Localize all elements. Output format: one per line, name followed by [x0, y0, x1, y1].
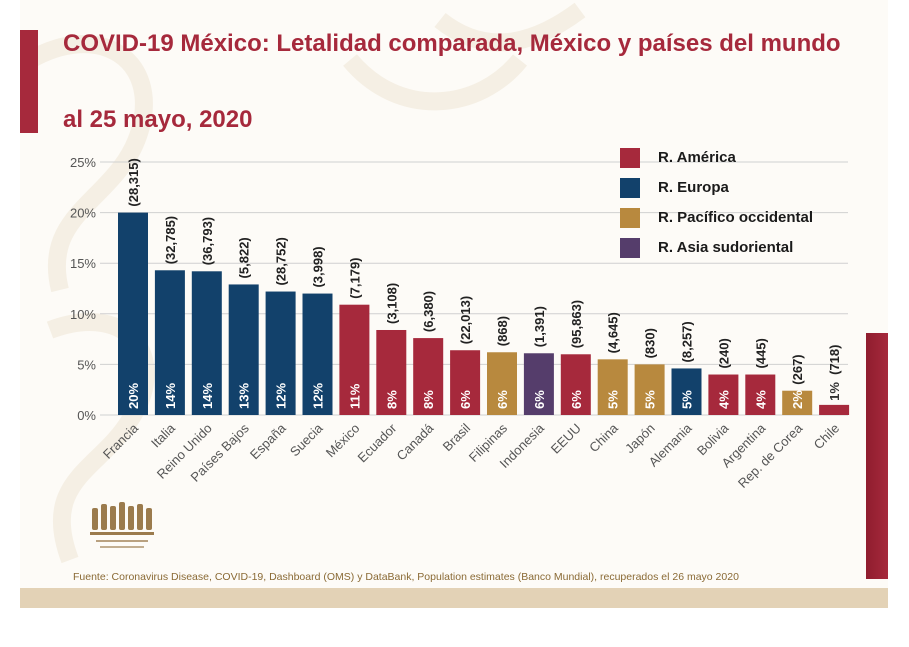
- bar: [376, 329, 407, 415]
- deaths-label: (830): [643, 328, 658, 358]
- deaths-label: (718): [827, 345, 842, 375]
- bar: [154, 270, 185, 415]
- legend-swatch: [620, 148, 640, 168]
- deaths-label: (267): [790, 354, 805, 384]
- data-label: 14%: [163, 383, 178, 409]
- x-tick-label: Rep. de Corea: [735, 420, 806, 491]
- legend-label: R. Asia sudoriental: [658, 239, 794, 256]
- x-tick-label: Francia: [100, 420, 142, 462]
- x-tick-label: Chile: [811, 421, 843, 453]
- bar: [487, 352, 517, 415]
- data-label: 5%: [606, 390, 621, 409]
- bar: [782, 390, 813, 415]
- bar: [302, 293, 333, 415]
- x-tick-label: Canadá: [394, 420, 437, 463]
- data-label: 5%: [680, 390, 695, 409]
- deaths-label: (1,391): [532, 306, 547, 347]
- deaths-label: (4,645): [606, 312, 621, 353]
- bar: [597, 359, 628, 415]
- bar: [819, 404, 850, 415]
- bar: [413, 338, 444, 415]
- bar: [671, 368, 702, 415]
- data-label: 14%: [200, 383, 215, 409]
- deaths-label: (28,752): [274, 237, 289, 285]
- legend-swatch: [620, 238, 640, 258]
- data-label: 6%: [532, 390, 547, 409]
- data-label: 5%: [643, 390, 658, 409]
- bar: [560, 354, 591, 415]
- bar: [745, 374, 776, 415]
- background-watermark: [25, 2, 586, 564]
- legend-swatch: [620, 178, 640, 198]
- x-tick-label: China: [586, 420, 621, 455]
- data-label: 12%: [311, 383, 326, 409]
- data-label: 1%: [827, 382, 842, 401]
- deaths-label: (36,793): [200, 217, 215, 265]
- accent-bar-right: [866, 333, 888, 579]
- deaths-label: (3,108): [384, 283, 399, 324]
- data-label: 8%: [384, 390, 399, 409]
- bar: [339, 304, 370, 415]
- deaths-label: (868): [495, 316, 510, 346]
- deaths-label: (7,179): [347, 257, 362, 298]
- x-tick-label: Ecuador: [355, 420, 400, 465]
- bar: [191, 271, 222, 415]
- deaths-label: (240): [716, 338, 731, 368]
- data-label: 4%: [716, 390, 731, 409]
- deaths-label: (22,013): [458, 296, 473, 344]
- bar: [523, 353, 554, 415]
- y-tick-label: 15%: [70, 256, 96, 271]
- legend-swatch: [620, 208, 640, 228]
- data-label: 6%: [569, 390, 584, 409]
- lethality-bar-chart: 0% 5% 10% 15% 20% 25% 20% (28,315) Francia 14% (32…: [70, 155, 850, 491]
- data-label: 11%: [347, 383, 362, 409]
- legend-label: R. América: [658, 149, 736, 166]
- deaths-label: (28,315): [126, 158, 141, 206]
- deaths-label: (3,998): [311, 246, 326, 287]
- deaths-label: (32,785): [163, 216, 178, 264]
- y-tick-label: 0%: [77, 408, 96, 423]
- bar: [265, 291, 296, 415]
- legend-label: R. Pacífico occidental: [658, 209, 814, 226]
- data-label: 20%: [126, 383, 141, 409]
- slide: COVID-19 México: Letalidad comparada, Mé…: [20, 0, 888, 608]
- chart-title: COVID-19 México: Letalidad comparada, Mé…: [63, 30, 841, 57]
- x-tick-label: Italia: [148, 420, 179, 451]
- source-note: Fuente: Coronavirus Disease, COVID-19, D…: [73, 571, 739, 583]
- deaths-label: (6,380): [421, 291, 436, 332]
- data-label: 6%: [495, 390, 510, 409]
- accent-bar-left: [20, 30, 38, 133]
- legend-label: R. Europa: [658, 179, 729, 196]
- bar: [708, 374, 739, 415]
- x-tick-label: España: [247, 420, 289, 462]
- government-logo: [90, 502, 154, 548]
- data-label: 13%: [237, 383, 252, 409]
- bar: [228, 284, 259, 415]
- y-tick-label: 10%: [70, 307, 96, 322]
- bar: [634, 364, 665, 415]
- deaths-label: (445): [753, 338, 768, 368]
- y-tick-label: 5%: [77, 357, 96, 372]
- bar: [450, 350, 481, 415]
- deaths-label: (8,257): [680, 321, 695, 362]
- x-tick-label: Suecia: [287, 420, 326, 459]
- deaths-label: (95,863): [569, 300, 584, 348]
- x-tick-label: EEUU: [548, 421, 584, 457]
- x-tick-label: Brasil: [440, 420, 474, 454]
- data-label: 4%: [753, 390, 768, 409]
- y-tick-label: 20%: [70, 206, 96, 221]
- bar: [118, 212, 148, 415]
- data-label: 6%: [458, 390, 473, 409]
- footer-band: [20, 588, 888, 608]
- chart-subtitle: al 25 mayo, 2020: [63, 106, 253, 133]
- data-label: 12%: [274, 383, 289, 409]
- deaths-label: (5,822): [237, 237, 252, 278]
- y-tick-label: 25%: [70, 155, 96, 170]
- data-label: 2%: [790, 390, 805, 409]
- data-label: 8%: [421, 390, 436, 409]
